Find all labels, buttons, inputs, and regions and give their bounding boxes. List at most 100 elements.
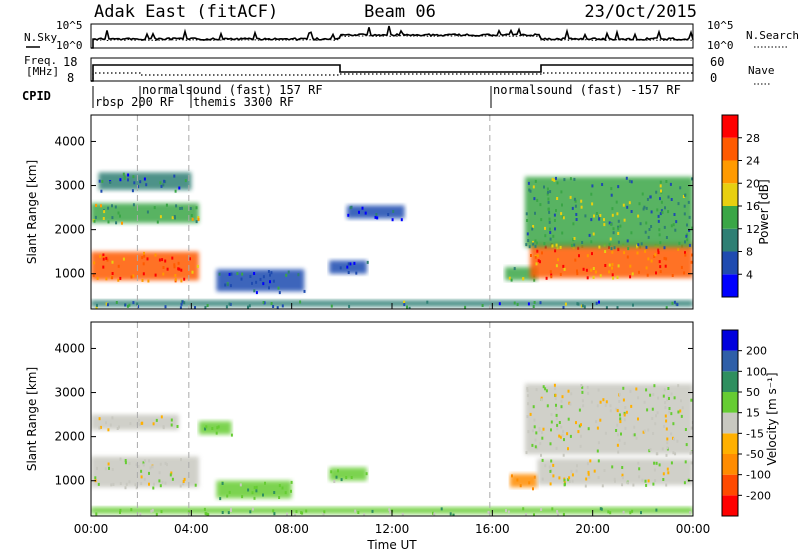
cpid-segment-1: rbsp 200 RF: [95, 95, 174, 109]
velocity-panel: 1000 2000 3000 4000 Slant Range [km] -200 -1…: [25, 321, 779, 517]
freq-line: [91, 64, 693, 82]
power-data: [91, 172, 693, 309]
noise-tick-right-top: 10^5: [707, 19, 734, 32]
power-panel: 1000 2000 3000 4000 Slant Range [km] 4 8 12 16…: [25, 114, 771, 310]
time-tick-6: 00:00: [676, 522, 711, 536]
power-colorbar-tick-3: 16: [746, 200, 760, 213]
velocity-colorbar-tick-1: -100: [746, 469, 771, 482]
power-region-4: [216, 269, 306, 295]
velocity-colorbar-tick-6: 100: [746, 365, 767, 378]
velocity-colorbar-swatch-6: [722, 371, 738, 392]
power-ytick-3000: 3000: [54, 179, 85, 193]
cpid-segment-2: normalsound (fast) 157 RF: [142, 83, 323, 97]
power-region-9: [524, 176, 693, 251]
power-ytick-2000: 2000: [54, 223, 85, 237]
freq-panel: Freq. [MHz] 18 8 60 0 Nave: [24, 54, 775, 85]
time-tick-1: 04:00: [174, 522, 209, 536]
power-region-3: [98, 172, 192, 193]
velocity-colorbar-tick-0: -200: [746, 489, 771, 502]
velocity-colorbar-tick-3: -15: [746, 427, 764, 440]
power-region-2: [91, 203, 200, 225]
power-region-6: [346, 205, 405, 222]
cpid-segment-3: themis 3300 RF: [193, 95, 294, 109]
nave-line: [91, 72, 693, 82]
power-colorbar-tick-0: 4: [746, 268, 753, 281]
power-colorbar-swatch-7: [722, 115, 738, 138]
station-title: Adak East (fitACF): [94, 2, 278, 22]
velocity-region-3: [198, 421, 233, 437]
velocity-colorbar-tick-7: 200: [746, 345, 767, 358]
freq-tick-bottom: 8: [67, 71, 74, 85]
cpid-segment-4: normalsound (fast) -157 RF: [493, 83, 681, 97]
power-colorbar-tick-4: 20: [746, 177, 760, 190]
time-tick-0: 00:00: [74, 522, 109, 536]
freq-label-2: [MHz]: [26, 65, 59, 78]
time-tick-2: 08:00: [274, 522, 309, 536]
power-gridlines: [136, 115, 491, 309]
power-region-1: [91, 251, 199, 283]
velocity-ylabel: Slant Range [km]: [25, 367, 39, 471]
time-tick-5: 20:00: [575, 522, 610, 536]
power-colorbar-swatch-5: [722, 160, 738, 184]
cpid-bar: CPID rbsp 200 RF normalsound (fast) 157 …: [22, 83, 681, 109]
date-label: 23/Oct/2015: [584, 2, 697, 22]
noise-search-line: [92, 34, 694, 42]
nave-tick-top: 60: [710, 55, 724, 69]
noise-left-label: N.Sky: [24, 31, 57, 44]
velocity-colorbar-swatch-3: [722, 433, 738, 454]
velocity-region-7: [537, 458, 693, 488]
velocity-region-2: [91, 414, 179, 432]
power-colorbar-swatch-6: [722, 137, 738, 161]
noise-panel: N.Sky 10^5 10^0 10^5 10^0 N.Search: [24, 19, 799, 52]
power-colorbar: 4 8 12 16 20 24 28: [721, 114, 760, 298]
cpid-label: CPID: [22, 89, 51, 103]
power-colorbar-swatch-0: [722, 274, 738, 297]
velocity-colorbar: -200 -100 -50 -15 15 50 100 200: [721, 329, 771, 517]
power-colorbar-swatch-1: [722, 251, 738, 275]
velocity-ytick-1000: 1000: [54, 474, 85, 488]
power-colorbar-label: Power [dB]: [757, 179, 771, 244]
noise-right-label: N.Search: [746, 29, 799, 42]
velocity-colorbar-swatch-0: [722, 495, 738, 516]
beam-label: Beam 06: [364, 2, 436, 22]
power-yaxis: 1000 2000 3000 4000: [54, 134, 693, 281]
velocity-region-1: [91, 456, 199, 490]
velocity-colorbar-tick-2: -50: [746, 448, 764, 461]
nave-label: Nave: [748, 64, 775, 77]
power-colorbar-tick-2: 12: [746, 223, 760, 236]
velocity-gridlines: [136, 322, 491, 516]
velocity-colorbar-tick-4: 15: [746, 407, 760, 420]
noise-tick-left-top: 10^5: [56, 19, 83, 32]
noise-sky-line: [91, 25, 694, 49]
velocity-colorbar-label: Velocity [m s⁻¹]: [765, 372, 779, 465]
power-colorbar-tick-6: 28: [746, 132, 760, 145]
freq-tick-top: 18: [63, 55, 77, 69]
noise-tick-left-bottom: 10^0: [56, 39, 83, 52]
freq-label-1: Freq.: [24, 54, 57, 67]
velocity-ytick-2000: 2000: [54, 430, 85, 444]
power-region-5: [329, 260, 369, 275]
velocity-data: [91, 383, 693, 516]
velocity-region-5: [329, 467, 368, 483]
velocity-colorbar-tick-5: 50: [746, 386, 760, 399]
velocity-colorbar-swatch-7: [722, 350, 738, 372]
power-colorbar-swatch-4: [722, 183, 738, 206]
time-axis-label: Time UT: [366, 538, 417, 552]
nave-tick-bottom: 0: [710, 71, 717, 85]
velocity-region-4: [216, 480, 293, 501]
time-tick-4: 16:00: [475, 522, 510, 536]
velocity-region-6: [509, 474, 538, 491]
power-colorbar-tick-5: 24: [746, 155, 760, 168]
velocity-colorbar-swatch-1: [722, 474, 738, 496]
power-ytick-1000: 1000: [54, 267, 85, 281]
noise-tick-right-bottom: 10^0: [707, 39, 734, 52]
power-colorbar-swatch-3: [722, 206, 738, 229]
velocity-colorbar-swatch-8: [722, 330, 738, 351]
velocity-ytick-3000: 3000: [54, 386, 85, 400]
power-ytick-4000: 4000: [54, 134, 85, 148]
velocity-region-8: [524, 383, 693, 457]
velocity-yaxis: 1000 2000 3000 4000: [54, 341, 693, 488]
power-region-7: [504, 267, 538, 282]
time-tick-3: 12:00: [375, 522, 410, 536]
velocity-colorbar-swatch-5: [722, 392, 738, 413]
